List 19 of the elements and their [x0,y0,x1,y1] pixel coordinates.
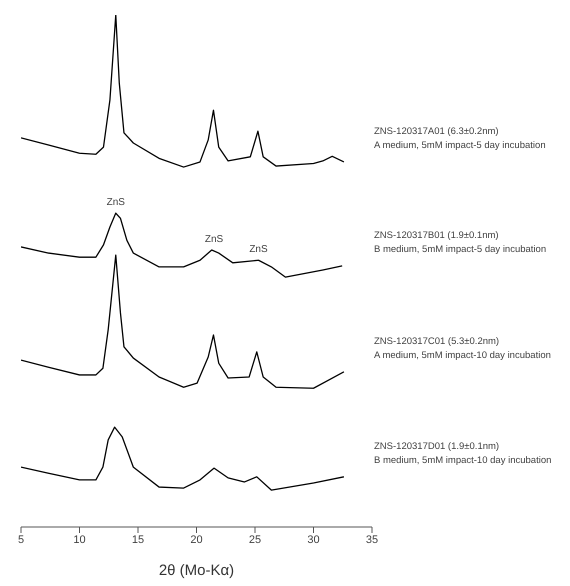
text: B medium, 5mM impact-5 day incubation [374,244,546,255]
annotation: ZnS [249,244,268,256]
text: ZNS-120317D01 (1.9±0.1nm) [374,440,500,452]
x-tick-label: 25 [248,534,262,546]
x-tick-label: 20 [190,534,203,546]
x-tick-label: 5 [18,534,24,546]
x-axis-title: 2θ (Mo-Kα) [158,562,234,579]
x-tick-label: 30 [307,534,320,546]
annotation: ZnS [106,197,126,208]
text: A medium, 5mM impact-10 day incubation [374,350,551,361]
x-tick-label: 15 [132,534,144,546]
annotation: ZnS [204,234,224,246]
text: ZNS-120317A01 (6.3±0.2nm) [374,126,499,137]
text: ZNS-120317B01 (1.9±0.1nm) [374,230,499,241]
x-tick-label: 35 [366,534,378,546]
text: ZNS-120317C01 (5.3±0.2nm) [374,336,500,347]
text: B medium, 5mM impact-10 day incubation [374,454,552,466]
text: A medium, 5mM impact-5 day incubation [374,140,546,151]
x-tick-label: 10 [73,534,86,546]
